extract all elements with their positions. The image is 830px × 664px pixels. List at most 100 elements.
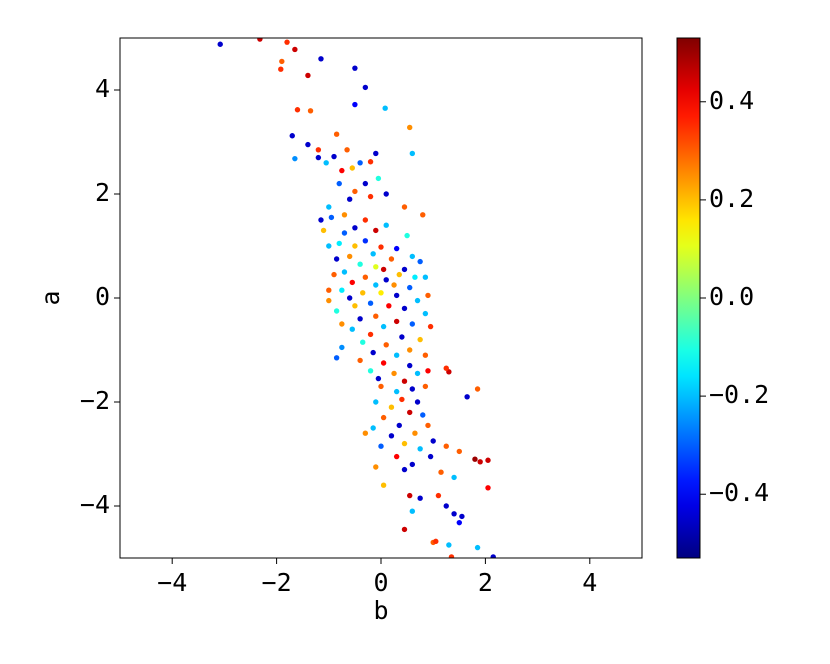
x-axis-label: b <box>373 596 388 625</box>
point <box>485 485 491 491</box>
point <box>294 107 301 113</box>
point <box>217 41 223 47</box>
point <box>378 443 384 449</box>
point <box>383 222 389 228</box>
point <box>360 339 366 345</box>
point <box>401 266 408 273</box>
point <box>409 150 416 157</box>
point <box>349 165 355 171</box>
point <box>333 131 340 137</box>
colorbar-tick-label: 0.0 <box>709 282 754 311</box>
point <box>464 394 470 400</box>
point <box>393 292 400 299</box>
point <box>396 271 402 278</box>
point <box>378 383 384 390</box>
point <box>417 446 423 452</box>
point <box>320 227 327 234</box>
point <box>443 503 449 509</box>
point <box>399 396 405 403</box>
point <box>315 147 322 153</box>
point <box>346 295 353 301</box>
point <box>383 191 389 197</box>
point <box>373 464 379 470</box>
point <box>401 466 408 473</box>
point <box>326 243 332 249</box>
colorbar-tick-label: 0.2 <box>709 184 754 213</box>
point <box>401 378 408 384</box>
point <box>404 232 410 239</box>
point <box>370 349 376 356</box>
point <box>349 326 355 332</box>
point <box>305 72 311 79</box>
point <box>407 409 413 416</box>
point <box>373 227 379 234</box>
point <box>349 279 355 286</box>
point <box>289 133 295 139</box>
point <box>401 526 408 533</box>
x-tick-label: −4 <box>157 568 187 597</box>
point <box>380 266 387 273</box>
point <box>417 336 423 343</box>
point <box>391 282 397 288</box>
point <box>399 334 405 340</box>
x-tick-label: 2 <box>478 568 493 597</box>
y-tick-label: 0 <box>95 282 110 311</box>
x-tick-label: 0 <box>373 568 388 597</box>
point <box>407 362 413 369</box>
point <box>339 167 345 174</box>
point <box>433 538 439 545</box>
point <box>427 453 434 460</box>
point <box>360 290 366 296</box>
point <box>420 412 426 418</box>
point <box>367 193 374 200</box>
point <box>474 544 481 551</box>
point <box>352 303 358 309</box>
point <box>362 84 369 91</box>
point <box>490 554 496 558</box>
point <box>393 318 400 325</box>
point <box>375 175 382 182</box>
point <box>318 217 324 223</box>
point <box>357 357 363 364</box>
point <box>346 253 353 260</box>
y-tick-label: −4 <box>80 490 110 519</box>
colorbar-tick-label: −0.2 <box>709 380 769 409</box>
point <box>430 438 436 444</box>
point <box>344 147 350 153</box>
point <box>326 287 332 293</box>
point <box>407 347 413 353</box>
point <box>383 277 389 283</box>
point <box>370 425 376 431</box>
point <box>357 261 363 267</box>
point <box>401 204 408 210</box>
point <box>388 256 395 262</box>
y-axis-label: a <box>36 290 65 305</box>
point <box>328 214 335 221</box>
point <box>477 459 483 465</box>
point <box>357 160 363 166</box>
point <box>305 141 311 148</box>
y-tick-label: 2 <box>95 178 110 207</box>
point <box>456 448 462 455</box>
point <box>407 492 413 499</box>
point <box>414 370 421 377</box>
colorbar-tick-label: 0.4 <box>709 86 754 115</box>
point <box>341 212 348 218</box>
point <box>417 258 423 265</box>
point <box>333 355 340 361</box>
point <box>352 188 358 195</box>
point <box>422 383 429 390</box>
point <box>341 269 348 275</box>
point <box>336 180 342 187</box>
colorbar <box>676 37 701 559</box>
point <box>401 440 408 447</box>
point <box>278 66 284 72</box>
point <box>472 456 478 462</box>
point <box>388 404 395 410</box>
point <box>331 271 337 278</box>
point <box>414 399 421 405</box>
point <box>448 554 455 558</box>
point <box>333 256 340 262</box>
plot-frame <box>119 37 643 559</box>
point <box>393 388 400 395</box>
